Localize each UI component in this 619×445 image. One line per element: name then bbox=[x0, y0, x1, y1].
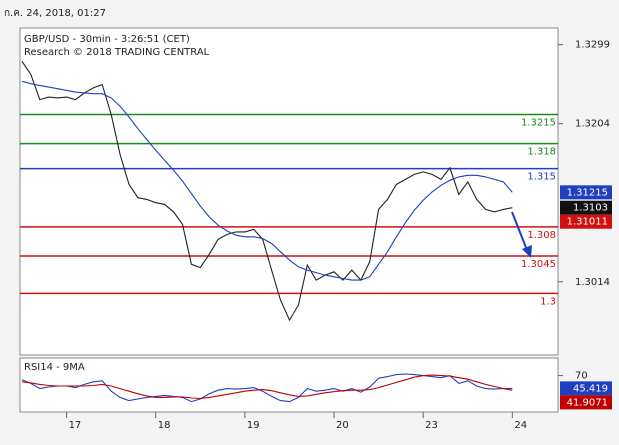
level-label: 1.318 bbox=[527, 147, 556, 158]
rsi-line bbox=[21, 373, 513, 403]
y-tick-label: 1.3204 bbox=[575, 119, 610, 130]
rsi-tag bbox=[560, 395, 612, 410]
y-tick-label: 1.3014 bbox=[575, 277, 610, 288]
rsi-tag-label: 45.419 bbox=[573, 383, 608, 394]
rsi-tag bbox=[560, 381, 612, 396]
chart-title: GBP/USD - 30min - 3:26:51 (CET) bbox=[24, 34, 190, 45]
price-line bbox=[21, 80, 513, 281]
y-tick-label: 70 bbox=[575, 371, 588, 382]
level-label: 1.3215 bbox=[521, 118, 556, 129]
price-tag bbox=[560, 214, 612, 229]
rsi-panel bbox=[19, 357, 559, 413]
price-tag-label: 1.3103 bbox=[573, 203, 608, 214]
x-tick-label: 18 bbox=[158, 420, 171, 431]
x-tick-label: 24 bbox=[514, 420, 527, 431]
x-tick-label: 20 bbox=[336, 420, 349, 431]
level-label: 1.3 bbox=[540, 296, 556, 307]
price-tag bbox=[560, 185, 612, 200]
x-tick-label: 17 bbox=[69, 420, 82, 431]
level-label: 1.308 bbox=[527, 230, 556, 241]
arrow-head bbox=[522, 245, 532, 258]
price-tag-label: 1.31011 bbox=[567, 217, 608, 228]
rsi-title: RSI14 - 9MA bbox=[24, 362, 85, 373]
arrow-line bbox=[511, 211, 528, 251]
price-tag bbox=[560, 200, 612, 215]
rsi-tag-label: 41.9071 bbox=[567, 397, 608, 408]
x-tick-label: 23 bbox=[425, 420, 438, 431]
timestamp: ก.ค. 24, 2018, 01:27 bbox=[4, 8, 106, 19]
chart-subtitle: Research © 2018 TRADING CENTRAL bbox=[24, 47, 210, 58]
y-tick-label: 1.3299 bbox=[575, 40, 610, 51]
forecast-arrow bbox=[511, 211, 532, 258]
price-tag-label: 1.31215 bbox=[567, 187, 608, 198]
level-label: 1.315 bbox=[527, 172, 556, 183]
level-label: 1.3045 bbox=[521, 259, 556, 270]
price-panel bbox=[19, 27, 559, 356]
x-tick-label: 19 bbox=[247, 420, 260, 431]
price-line bbox=[21, 60, 513, 322]
rsi-line bbox=[21, 374, 513, 400]
